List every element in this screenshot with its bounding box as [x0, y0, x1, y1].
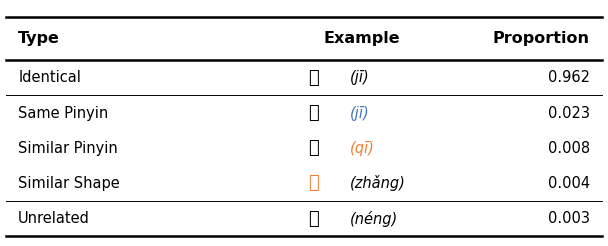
- Text: 0.004: 0.004: [548, 176, 590, 191]
- Text: 0.003: 0.003: [548, 211, 590, 226]
- Text: Unrelated: Unrelated: [18, 211, 90, 226]
- Text: Similar Shape: Similar Shape: [18, 176, 120, 191]
- Text: 能: 能: [308, 210, 319, 228]
- Text: Identical: Identical: [18, 70, 81, 85]
- Text: Type: Type: [18, 31, 60, 46]
- Text: Similar Pinyin: Similar Pinyin: [18, 141, 118, 156]
- Text: 0.008: 0.008: [548, 141, 590, 156]
- Text: (néng): (néng): [350, 211, 398, 227]
- Text: 七: 七: [308, 139, 319, 157]
- Text: 0.023: 0.023: [548, 106, 590, 121]
- Text: 机: 机: [308, 69, 319, 87]
- Text: Same Pinyin: Same Pinyin: [18, 106, 108, 121]
- Text: 什: 什: [308, 174, 319, 192]
- Text: 基: 基: [308, 104, 319, 122]
- Text: 0.962: 0.962: [548, 70, 590, 85]
- Text: (jī): (jī): [350, 70, 369, 85]
- Text: Example: Example: [323, 31, 400, 46]
- Text: (jī): (jī): [350, 106, 369, 121]
- Text: Proportion: Proportion: [492, 31, 590, 46]
- Text: (zhǎng): (zhǎng): [350, 175, 406, 191]
- Text: (qī): (qī): [350, 141, 375, 156]
